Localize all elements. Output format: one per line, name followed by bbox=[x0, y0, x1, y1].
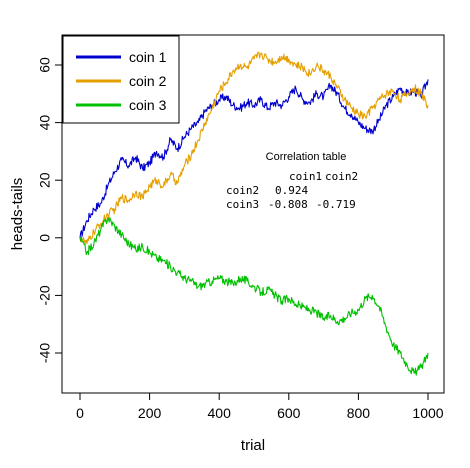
x-tick-label: 0 bbox=[76, 405, 84, 421]
correlation-col-header-2: coin2 bbox=[325, 170, 358, 183]
series-line-3 bbox=[79, 217, 429, 376]
correlation-cell-1-1: 0.924 bbox=[275, 184, 308, 197]
legend-item-2: coin 2 bbox=[76, 73, 167, 89]
y-axis: -40 -20 0 20 40 60 bbox=[37, 57, 63, 363]
y-tick-label: 60 bbox=[37, 57, 53, 73]
correlation-col-header-1: coin1 bbox=[289, 170, 322, 183]
correlation-table-title: Correlation table bbox=[266, 151, 347, 163]
correlation-cell-2-2: -0.719 bbox=[316, 198, 356, 211]
y-axis-label: heads-tails bbox=[9, 178, 26, 251]
correlation-cell-2-1: -0.808 bbox=[268, 198, 308, 211]
x-tick-label: 400 bbox=[208, 405, 232, 421]
x-tick-label: 800 bbox=[347, 405, 371, 421]
x-tick-label: 1000 bbox=[412, 405, 443, 421]
y-tick-label: -40 bbox=[37, 343, 53, 363]
correlation-row-label-1: coin2 bbox=[226, 184, 259, 197]
y-tick-label: 0 bbox=[37, 234, 53, 242]
legend-item-3: coin 3 bbox=[76, 97, 167, 113]
series-line-2 bbox=[79, 51, 429, 245]
legend-label-3: coin 3 bbox=[129, 97, 167, 113]
x-axis-label: trial bbox=[241, 437, 265, 454]
legend-item-1: coin 1 bbox=[76, 49, 167, 65]
y-tick-label: -20 bbox=[37, 285, 53, 305]
x-tick-label: 600 bbox=[277, 405, 301, 421]
series-layer bbox=[79, 51, 429, 376]
series-line-1 bbox=[79, 79, 429, 238]
x-axis: 0 200 400 600 800 1000 bbox=[76, 392, 444, 421]
legend-label-1: coin 1 bbox=[129, 49, 167, 65]
legend: coin 1 coin 2 coin 3 bbox=[62, 35, 180, 124]
y-tick-label: 40 bbox=[37, 115, 53, 131]
correlation-row-label-2: coin3 bbox=[226, 198, 259, 211]
legend-label-2: coin 2 bbox=[129, 73, 167, 89]
x-tick-label: 200 bbox=[138, 405, 162, 421]
y-tick-label: 20 bbox=[37, 172, 53, 188]
correlation-table: Correlation table coin1 coin2 coin2 0.92… bbox=[226, 151, 358, 211]
